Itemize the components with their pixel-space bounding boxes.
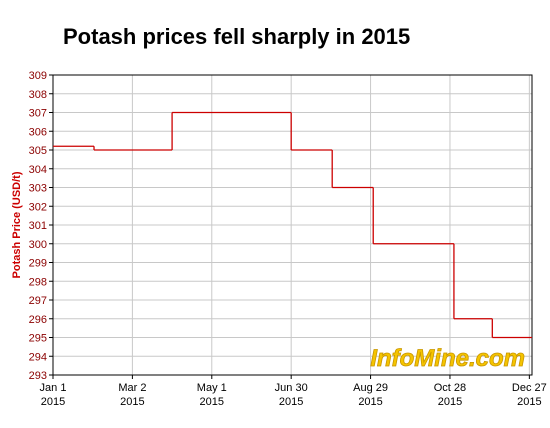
x-tick-label-line: Mar 2 xyxy=(118,382,146,394)
y-tick-label: 301 xyxy=(29,220,47,232)
y-tick-label: 302 xyxy=(29,201,47,213)
x-tick-label: Aug 29 2015 xyxy=(353,382,388,408)
x-tick-label: Jan 1 2015 xyxy=(40,382,67,408)
y-axis-label: Potash Price (USD/t) xyxy=(11,171,23,278)
x-tick-label-line: 2015 xyxy=(279,396,303,408)
x-tick-label-line: 2015 xyxy=(517,396,541,408)
x-tick-label-line: 2015 xyxy=(120,396,144,408)
x-tick-label: Oct 28 2015 xyxy=(434,382,466,408)
y-tick-label: 300 xyxy=(29,239,47,251)
x-tick-label-line: Oct 28 xyxy=(434,382,466,394)
y-tick-label: 307 xyxy=(29,108,47,120)
x-tick-label-line: 2015 xyxy=(438,396,462,408)
x-tick-label: Dec 27 2015 xyxy=(512,382,547,408)
y-tick-label: 303 xyxy=(29,183,47,195)
y-tick-label: 294 xyxy=(29,351,47,363)
watermark: InfoMine.com xyxy=(370,345,525,372)
plot-frame xyxy=(52,74,533,376)
x-tick-label-line: May 1 xyxy=(197,382,227,394)
x-tick-label-line: Jan 1 xyxy=(40,382,67,394)
y-tick-label: 306 xyxy=(29,126,47,138)
y-tick-label: 305 xyxy=(29,145,47,157)
x-tick-label: Mar 2 2015 xyxy=(118,382,146,408)
x-tick-label: May 1 2015 xyxy=(197,382,227,408)
y-tick-label: 295 xyxy=(29,333,47,345)
x-tick-label: Jun 30 2015 xyxy=(275,382,308,408)
x-tick-label-line: 2015 xyxy=(358,396,382,408)
x-tick-label-line: Jun 30 xyxy=(275,382,308,394)
x-tick-label-line: Dec 27 xyxy=(512,382,547,394)
x-tick-label-line: Aug 29 xyxy=(353,382,388,394)
x-tick-label-line: 2015 xyxy=(41,396,65,408)
y-tick-label: 304 xyxy=(29,164,47,176)
x-tick-label-line: 2015 xyxy=(200,396,224,408)
y-tick-label: 308 xyxy=(29,89,47,101)
y-tick-label: 299 xyxy=(29,258,47,270)
y-tick-label: 296 xyxy=(29,314,47,326)
y-tick-label: 293 xyxy=(29,370,47,382)
y-tick-label: 297 xyxy=(29,295,47,307)
y-tick-label: 309 xyxy=(29,70,47,82)
y-tick-label: 298 xyxy=(29,276,47,288)
chart-title: Potash prices fell sharply in 2015 xyxy=(63,24,410,49)
